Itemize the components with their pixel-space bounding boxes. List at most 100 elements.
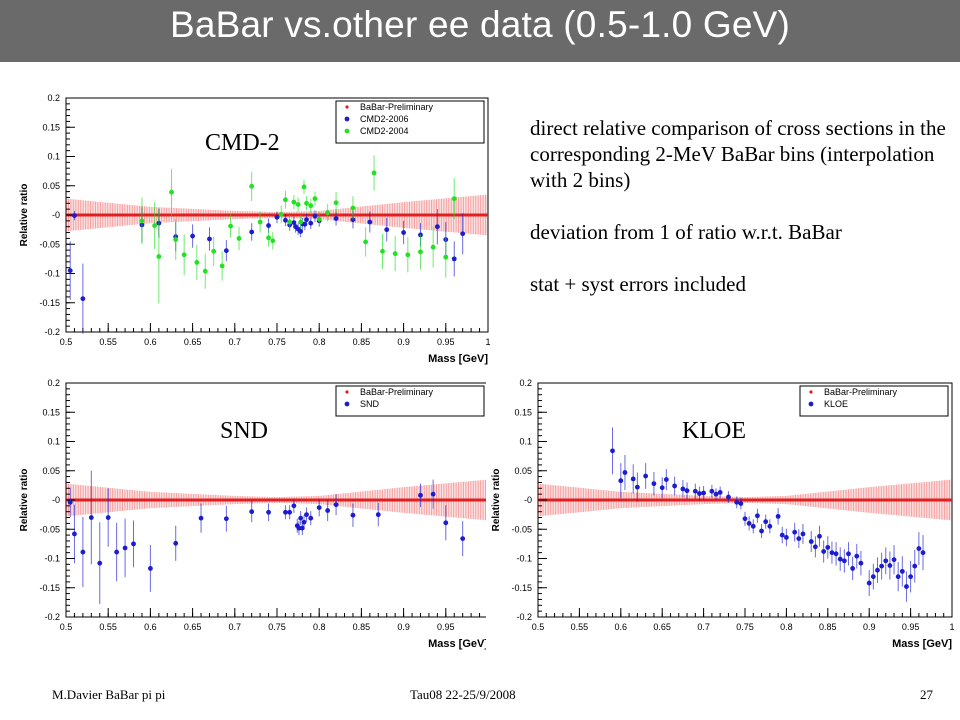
footer-author: M.Davier BaBar pi pi (52, 687, 166, 702)
snd-comparison-plot: 0.50.550.60.650.70.750.80.850.90.951-0.2… (14, 375, 492, 657)
data-point (223, 516, 229, 522)
y-tick-label: 0.2 (47, 378, 60, 388)
data-point (418, 492, 423, 498)
x-tick-label: 0.5 (60, 337, 73, 347)
data-point (692, 488, 698, 494)
legend-entry: CMD2-2006 (360, 114, 409, 124)
data-point (219, 263, 225, 269)
data-point (228, 223, 233, 229)
data-point (249, 183, 255, 189)
data-point (296, 525, 302, 531)
data-point (784, 535, 789, 540)
data-point (684, 488, 690, 494)
data-point (767, 523, 773, 529)
data-point (618, 478, 624, 484)
x-tick-label: 0.65 (184, 337, 202, 347)
data-point (663, 477, 669, 482)
data-point (298, 228, 304, 234)
data-point (122, 545, 128, 551)
data-point (908, 574, 913, 580)
y-tick-label: -0 (524, 495, 532, 505)
x-tick-label: 0.85 (353, 337, 371, 347)
data-point (651, 481, 657, 487)
x-axis-label: Mass [GeV] (892, 638, 952, 650)
data-point (920, 550, 926, 556)
data-point (742, 516, 748, 522)
y-tick-label: -0.05 (39, 239, 60, 249)
data-point (304, 512, 309, 518)
legend-box (799, 385, 949, 417)
data-point (105, 515, 111, 520)
y-tick-label: 0.1 (47, 152, 60, 162)
x-tick-label: 0.8 (313, 622, 326, 632)
data-point (283, 217, 288, 223)
data-point (858, 560, 864, 566)
x-tick-label: 0.9 (863, 622, 876, 632)
data-point (169, 189, 174, 195)
y-tick-label: 0.1 (47, 437, 60, 447)
data-point (904, 584, 909, 589)
data-point (430, 244, 436, 250)
data-point (746, 521, 752, 526)
x-tick-label: 0.55 (99, 337, 117, 347)
legend-marker (345, 390, 349, 394)
data-point (701, 490, 706, 496)
data-point (726, 494, 731, 500)
data-point (755, 513, 760, 519)
data-point (837, 556, 843, 562)
data-point (846, 551, 851, 557)
legend-marker (345, 105, 349, 109)
x-tick-label: 0.95 (437, 337, 455, 347)
data-point (717, 489, 723, 495)
data-point (148, 566, 153, 571)
y-tick-label: -0.15 (39, 298, 60, 308)
y-tick-label: -0.2 (44, 327, 60, 337)
data-point (833, 551, 839, 557)
title-bar: BaBar vs.other ee data (0.5-1.0 GeV) (0, 0, 960, 62)
y-tick-label: -0.05 (511, 524, 532, 534)
data-point (156, 254, 162, 259)
data-point (308, 515, 314, 521)
data-point (630, 476, 636, 482)
cmd2-comparison-plot: 0.5 0.55 0.6 0.65 0.7 0.75 0.8 0.85 0.9 0.95 1 -0.2… (14, 90, 492, 372)
data-point (821, 549, 827, 554)
y-tick-label: 0.15 (42, 407, 60, 417)
data-point (680, 486, 686, 492)
series-kloe (610, 427, 926, 602)
data-point (308, 203, 314, 209)
data-point (283, 197, 288, 203)
data-point (792, 529, 798, 535)
x-tick-label: 0.75 (268, 622, 286, 632)
data-point (97, 560, 103, 566)
data-point (850, 566, 856, 571)
x-tick-label: 0.9 (397, 622, 410, 632)
data-point (697, 491, 702, 496)
data-point (287, 509, 293, 515)
legend-entry: SND (360, 399, 380, 409)
data-point (333, 502, 339, 508)
y-tick-label: 0.05 (514, 466, 532, 476)
legend-marker (344, 128, 350, 134)
x-tick-label: 0.7 (229, 622, 242, 632)
data-point (304, 200, 309, 206)
footer-conference: Tau08 22-25/9/2008 (410, 687, 516, 702)
data-point (139, 218, 145, 224)
x-tick-label: 0.85 (819, 622, 837, 632)
data-point (266, 223, 271, 228)
data-point (367, 219, 373, 225)
y-tick-label: 0.2 (519, 378, 532, 388)
data-point (283, 509, 288, 515)
data-point (405, 252, 411, 258)
data-point (875, 567, 880, 573)
data-point (363, 239, 369, 245)
data-point (88, 515, 94, 520)
data-point (67, 268, 73, 273)
note-errors: stat + syst errors included (530, 272, 746, 296)
data-point (817, 533, 822, 539)
y-tick-label: 0.05 (42, 181, 60, 191)
data-point (270, 238, 276, 244)
page-number: 27 (920, 687, 933, 702)
data-point (418, 249, 423, 255)
data-point (622, 470, 628, 475)
data-point (295, 202, 301, 207)
